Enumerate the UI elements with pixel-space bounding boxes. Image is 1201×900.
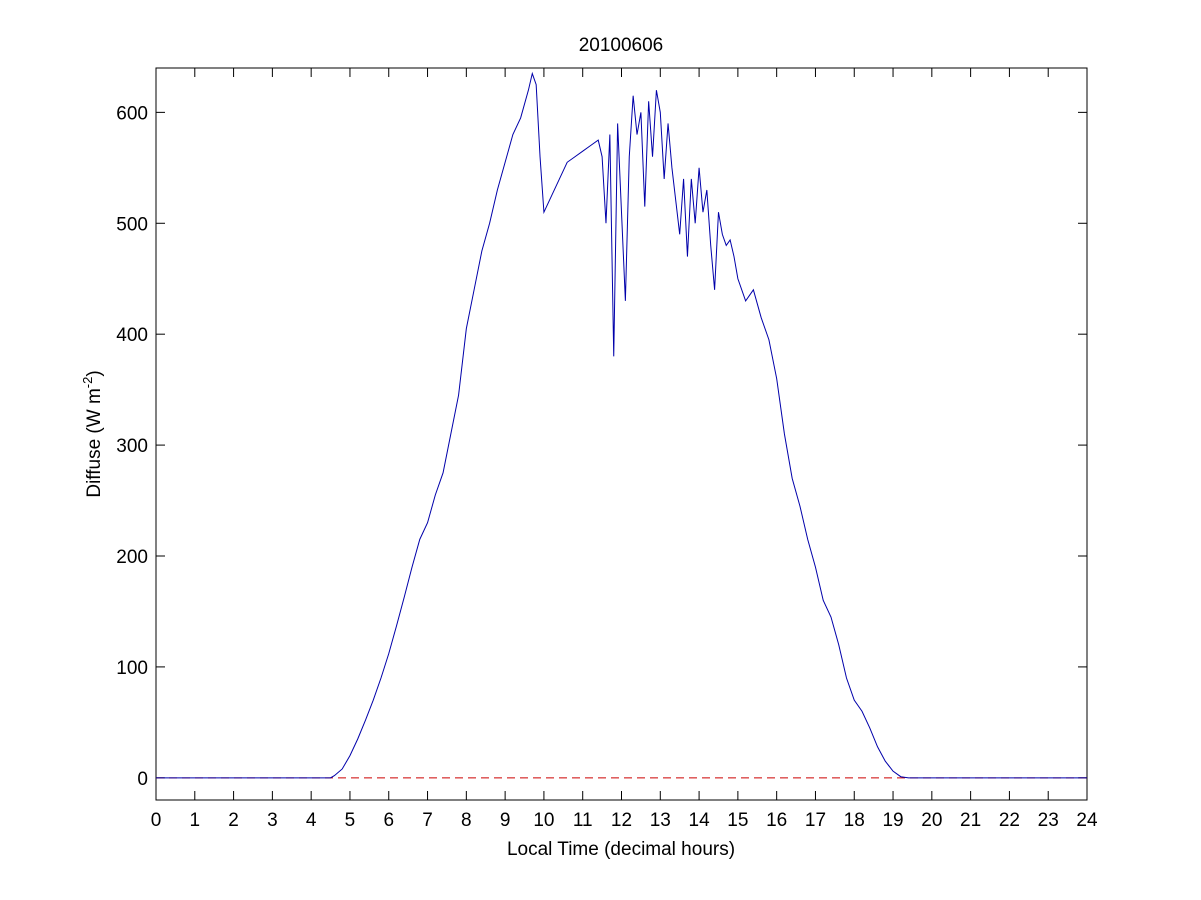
x-tick-label: 2 bbox=[228, 810, 239, 831]
chart-title: 20100606 bbox=[579, 35, 664, 56]
x-tick-label: 6 bbox=[383, 810, 394, 831]
x-tick-label: 24 bbox=[1076, 810, 1098, 831]
y-label-sup: -2 bbox=[80, 377, 95, 389]
x-tick-label: 5 bbox=[345, 810, 356, 831]
y-tick-label: 500 bbox=[116, 214, 148, 235]
x-tick-label: 22 bbox=[999, 810, 1020, 831]
y-tick-label: 100 bbox=[116, 658, 148, 679]
x-tick-label: 14 bbox=[689, 810, 711, 831]
x-tick-label: 1 bbox=[190, 810, 201, 831]
x-tick-label: 9 bbox=[500, 810, 511, 831]
x-tick-label: 0 bbox=[151, 810, 162, 831]
x-tick-label: 17 bbox=[805, 810, 826, 831]
x-axis-label: Local Time (decimal hours) bbox=[507, 839, 735, 860]
x-tick-label: 4 bbox=[306, 810, 317, 831]
y-tick-label: 300 bbox=[116, 436, 148, 457]
x-tick-label: 23 bbox=[1038, 810, 1059, 831]
y-label-text: Diffuse (W m bbox=[84, 388, 105, 497]
x-tick-label: 16 bbox=[766, 810, 787, 831]
x-tick-label: 18 bbox=[844, 810, 865, 831]
x-tick-label: 7 bbox=[422, 810, 433, 831]
y-tick-label: 0 bbox=[137, 769, 148, 790]
y-axis-label: Diffuse (W m-2) bbox=[80, 370, 105, 497]
x-tick-label: 13 bbox=[650, 810, 671, 831]
x-tick-label: 20 bbox=[921, 810, 942, 831]
x-tick-label: 10 bbox=[533, 810, 554, 831]
y-tick-label: 600 bbox=[116, 103, 148, 124]
x-tick-label: 12 bbox=[611, 810, 632, 831]
x-tick-label: 19 bbox=[882, 810, 903, 831]
x-tick-label: 15 bbox=[727, 810, 748, 831]
y-tick-label: 200 bbox=[116, 547, 148, 568]
x-tick-label: 21 bbox=[960, 810, 981, 831]
x-tick-label: 11 bbox=[573, 810, 593, 831]
data-line bbox=[156, 71, 1087, 779]
x-tick-label: 8 bbox=[461, 810, 472, 831]
y-label-suffix: ) bbox=[84, 370, 105, 376]
x-tick-label: 3 bbox=[267, 810, 278, 831]
y-tick-label: 400 bbox=[116, 325, 148, 346]
plot-area bbox=[155, 67, 1088, 801]
